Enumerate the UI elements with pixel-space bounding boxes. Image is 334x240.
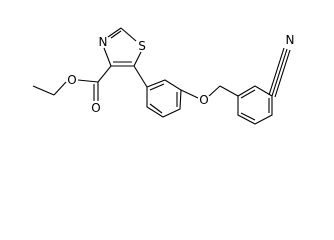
molecule-diagram: S N O O O N xyxy=(32,27,295,125)
atom-label: O xyxy=(199,93,208,107)
atom-label: O xyxy=(91,101,100,115)
atom-label: N xyxy=(286,33,295,47)
bonds xyxy=(32,27,291,125)
atom-label: N xyxy=(99,35,108,49)
atom-label: O xyxy=(67,73,76,87)
atom-label: S xyxy=(138,39,146,53)
